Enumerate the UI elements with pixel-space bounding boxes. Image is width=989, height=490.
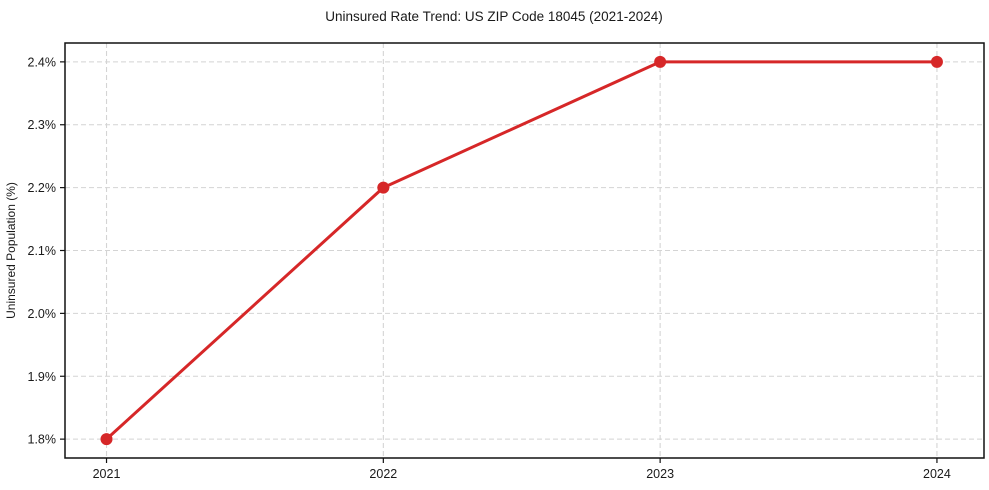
y-tick-label: 2.3% [28,118,57,132]
data-point [930,55,943,68]
data-line [105,60,939,441]
y-tick-label: 2.4% [28,55,57,69]
chart-title: Uninsured Rate Trend: US ZIP Code 18045 … [325,9,662,24]
y-tick-label: 2.1% [28,244,57,258]
grid-layer [65,43,984,458]
data-series-layer [100,55,943,446]
x-tick-label: 2021 [93,467,121,481]
data-point [100,433,113,446]
y-tick-label: 1.8% [28,433,57,447]
axes-layer: 1.8% 1.9% 2.0% 2.1% 2.2% 2.3% 2.4% 2021 2022 2023… [28,42,985,481]
data-point [654,55,667,68]
x-tick-label: 2022 [369,467,397,481]
y-tick-label: 2.2% [28,181,57,195]
x-tick-label: 2024 [923,467,951,481]
y-tick-label: 2.0% [28,307,57,321]
data-point [377,181,390,194]
y-axis-label: Uninsured Population (%) [4,182,18,319]
y-tick-label: 1.9% [28,370,57,384]
x-tick-label: 2023 [646,467,674,481]
